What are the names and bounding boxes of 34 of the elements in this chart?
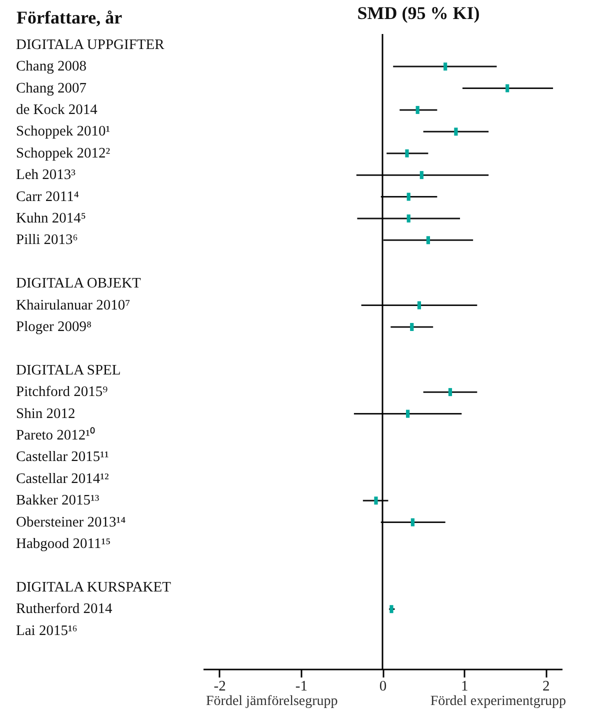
x-tick-label: 1 [460, 678, 468, 694]
x-tick-label: -2 [214, 678, 226, 694]
y-tick-label: DIGITALA UPPGIFTER [16, 36, 165, 53]
y-tick-label: Obersteiner 2013¹⁴ [16, 514, 126, 530]
x-tick-label: -1 [295, 678, 308, 694]
y-tick-label: Chang 2007 [16, 80, 86, 96]
y-tick-label: Pareto 2012¹⁰ [16, 426, 96, 444]
y-tick-label: Carr 2011⁴ [16, 188, 79, 205]
y-tick-label: Bakker 2015¹³ [16, 492, 100, 509]
y-tick-label: Castellar 2015¹¹ [16, 449, 109, 466]
y-tick-label: Habgood 2011¹⁵ [16, 536, 111, 552]
y-tick-label: Pilli 2013⁶ [16, 232, 78, 248]
chart-title: SMD (95 % KI) [357, 3, 480, 23]
x-tick-label: 2 [542, 678, 550, 694]
y-tick-label: Chang 2008 [16, 58, 86, 75]
y-tick-label: Kuhn 2014⁵ [16, 210, 86, 226]
y-tick-label: Ploger 2009⁸ [16, 318, 92, 335]
y-tick-label: Castellar 2014¹² [16, 470, 110, 487]
text: Fördel jämförelsegrupp [206, 694, 338, 710]
y-tick-label: DIGITALA SPEL [16, 362, 121, 378]
y-tick-label: Schoppek 2010¹ [16, 124, 110, 140]
y-tick-label: de Kock 2014 [16, 102, 98, 118]
y-tick-label: Shin 2012 [16, 406, 76, 422]
y-tick-label: Khairulanuar 2010⁷ [16, 297, 130, 314]
y-tick-label: DIGITALA OBJEKT [16, 276, 142, 292]
y-tick-label: Rutherford 2014 [16, 601, 113, 618]
y-tick-label: Leh 2013³ [16, 167, 76, 184]
y-tick-label: Lai 2015¹⁶ [16, 622, 78, 639]
x-tick-label: 0 [379, 678, 387, 694]
y-tick-label: DIGITALA KURSPAKET [16, 579, 172, 596]
y-axis-title: Författare, år [16, 8, 122, 28]
y-tick-label: Pitchford 2015⁹ [16, 384, 108, 400]
text: Fördel experimentgrupp [430, 694, 566, 710]
y-tick-label: Schoppek 2012² [16, 145, 111, 162]
